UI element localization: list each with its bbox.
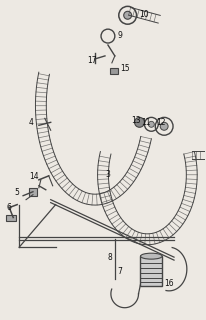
Text: 15: 15 <box>120 64 129 73</box>
Ellipse shape <box>140 253 162 259</box>
Bar <box>110 68 118 74</box>
Text: 12: 12 <box>156 118 166 127</box>
Text: 5: 5 <box>14 188 19 197</box>
Text: 3: 3 <box>105 170 110 180</box>
Text: 6: 6 <box>6 203 11 212</box>
Bar <box>29 188 37 196</box>
Text: 13: 13 <box>132 116 141 125</box>
Text: 8: 8 <box>108 253 113 262</box>
Bar <box>6 214 16 221</box>
Text: 7: 7 <box>118 267 123 276</box>
Text: 9: 9 <box>118 31 123 40</box>
Text: 10: 10 <box>139 10 149 19</box>
Circle shape <box>148 121 154 127</box>
Bar <box>140 256 162 286</box>
Text: 17: 17 <box>87 56 97 65</box>
Circle shape <box>160 122 168 130</box>
Text: 4: 4 <box>29 118 34 127</box>
Text: 16: 16 <box>164 279 174 288</box>
Circle shape <box>124 11 132 19</box>
Circle shape <box>135 117 144 127</box>
Text: 14: 14 <box>29 172 39 181</box>
Text: 11: 11 <box>142 118 151 127</box>
